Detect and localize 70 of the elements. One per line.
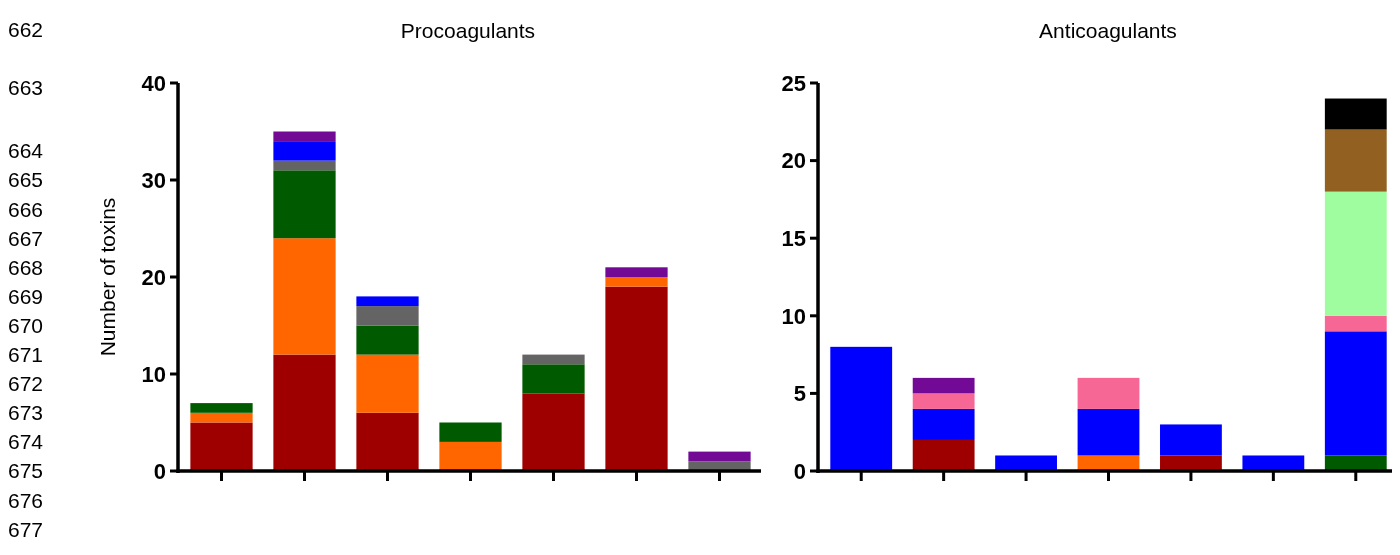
text: 677 xyxy=(8,517,44,541)
text: 672 xyxy=(8,372,44,396)
text: 664 xyxy=(8,139,44,163)
bar xyxy=(439,422,502,442)
bar xyxy=(830,346,893,471)
text: 669 xyxy=(8,284,44,308)
bar xyxy=(273,131,336,142)
bar xyxy=(1324,455,1387,471)
text: 674 xyxy=(8,430,44,454)
y-tick-label: 30 xyxy=(141,167,166,193)
bar xyxy=(912,377,975,394)
y-tick-label: 10 xyxy=(781,303,806,329)
y-tick-label: 20 xyxy=(141,264,166,290)
bar xyxy=(190,422,253,471)
text: 665 xyxy=(8,168,44,192)
bar xyxy=(605,286,668,471)
bar xyxy=(273,354,336,471)
bar xyxy=(912,393,975,409)
y-tick-label: 5 xyxy=(793,381,806,407)
bar xyxy=(439,441,502,471)
text: 662 xyxy=(8,18,44,42)
text: 675 xyxy=(8,459,44,483)
text: 666 xyxy=(8,197,44,221)
bar xyxy=(1077,377,1140,409)
bar xyxy=(522,393,585,471)
bar xyxy=(688,451,751,462)
bar xyxy=(522,364,585,394)
bar xyxy=(356,306,419,326)
bar xyxy=(356,296,419,307)
bar xyxy=(1324,331,1387,456)
bar xyxy=(995,455,1057,471)
bar xyxy=(1324,129,1387,192)
bar xyxy=(1160,455,1222,471)
bar xyxy=(1242,455,1305,471)
y-tick-label: 40 xyxy=(141,70,166,96)
y-axis-title: Number of toxins xyxy=(96,197,119,357)
chart-title: Procoagulants xyxy=(400,19,536,42)
bar xyxy=(605,267,668,277)
bar xyxy=(356,325,419,355)
text: 673 xyxy=(8,401,44,425)
text: 671 xyxy=(8,343,44,367)
bar xyxy=(1160,424,1222,456)
bar xyxy=(356,354,419,413)
bar xyxy=(605,277,668,287)
bar xyxy=(1077,408,1140,456)
bar xyxy=(522,354,585,365)
text: 670 xyxy=(8,313,44,337)
bar xyxy=(912,408,975,440)
text: 663 xyxy=(8,76,44,100)
y-tick-label: 20 xyxy=(781,148,806,174)
bar xyxy=(912,439,975,471)
bar xyxy=(273,238,336,355)
y-tick-label: 15 xyxy=(781,225,806,251)
text: 668 xyxy=(8,255,44,279)
text: 676 xyxy=(8,488,44,512)
y-tick-label: 0 xyxy=(793,458,806,484)
bar xyxy=(1324,191,1387,316)
bar xyxy=(356,412,419,471)
bar xyxy=(273,170,336,239)
bar xyxy=(273,141,336,161)
bar xyxy=(1324,315,1387,332)
bar xyxy=(273,160,336,171)
text: 667 xyxy=(8,226,44,250)
bar xyxy=(190,403,253,413)
y-tick-label: 10 xyxy=(141,361,166,387)
bar xyxy=(1324,98,1387,130)
y-tick-label: 0 xyxy=(153,458,166,484)
bar xyxy=(190,412,253,423)
y-tick-label: 25 xyxy=(781,70,806,96)
chart-title: Anticoagulants xyxy=(1039,19,1177,42)
